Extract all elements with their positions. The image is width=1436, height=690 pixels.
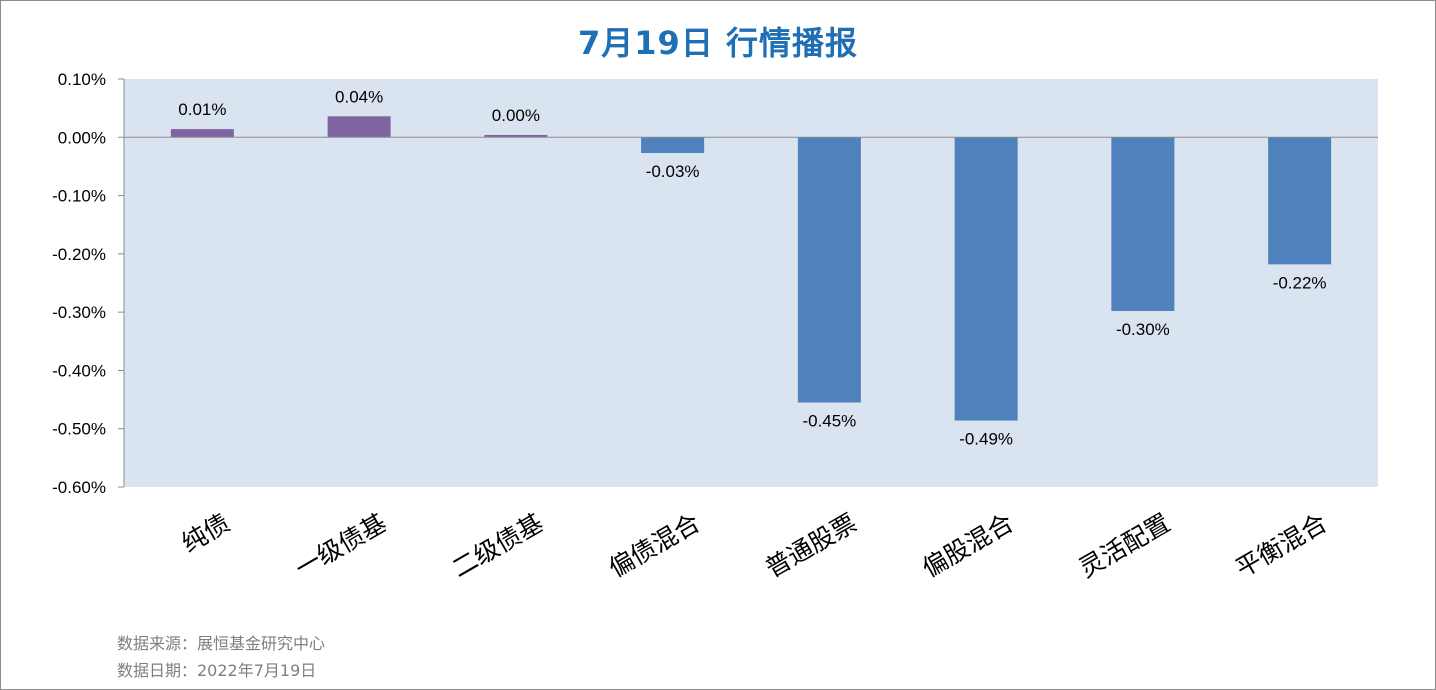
bar bbox=[1111, 137, 1175, 311]
bar bbox=[1268, 137, 1332, 265]
bar bbox=[327, 116, 391, 138]
data-label: -0.30% bbox=[1116, 320, 1170, 339]
chart-title: 7月19日 行情播报 bbox=[578, 24, 858, 62]
plot-area bbox=[124, 79, 1378, 487]
category-label: 普通股票 bbox=[760, 508, 861, 583]
y-tick-label: 0.00% bbox=[58, 128, 106, 147]
data-label: -0.03% bbox=[646, 162, 700, 181]
bar bbox=[797, 137, 861, 403]
category-label: 偏债混合 bbox=[604, 508, 705, 583]
bar bbox=[954, 137, 1018, 421]
data-label: -0.22% bbox=[1273, 273, 1327, 292]
category-label: 二级债基 bbox=[447, 508, 548, 583]
y-tick-label: -0.60% bbox=[52, 478, 106, 497]
data-label: -0.49% bbox=[959, 430, 1013, 449]
bar bbox=[484, 134, 548, 138]
bar bbox=[641, 137, 705, 154]
y-tick-label: -0.20% bbox=[52, 245, 106, 264]
category-label: 一级债基 bbox=[290, 508, 391, 583]
footer-date: 数据日期：2022年7月19日 bbox=[117, 661, 317, 680]
y-tick-label: -0.30% bbox=[52, 303, 106, 322]
category-label: 灵活配置 bbox=[1074, 508, 1175, 583]
y-tick-label: -0.10% bbox=[52, 187, 106, 206]
y-tick-label: -0.50% bbox=[52, 420, 106, 439]
category-label: 偏股混合 bbox=[917, 508, 1018, 583]
footer-source: 数据来源：展恒基金研究中心 bbox=[117, 634, 326, 653]
data-label: 0.01% bbox=[178, 100, 226, 119]
y-tick-label: 0.10% bbox=[58, 70, 106, 89]
data-label: 0.04% bbox=[335, 87, 383, 106]
category-label: 纯债 bbox=[177, 508, 235, 558]
category-label: 平衡混合 bbox=[1231, 508, 1332, 583]
data-label: -0.45% bbox=[802, 411, 856, 430]
y-tick-label: -0.40% bbox=[52, 361, 106, 380]
bar bbox=[170, 129, 234, 138]
data-label: 0.00% bbox=[492, 106, 540, 125]
